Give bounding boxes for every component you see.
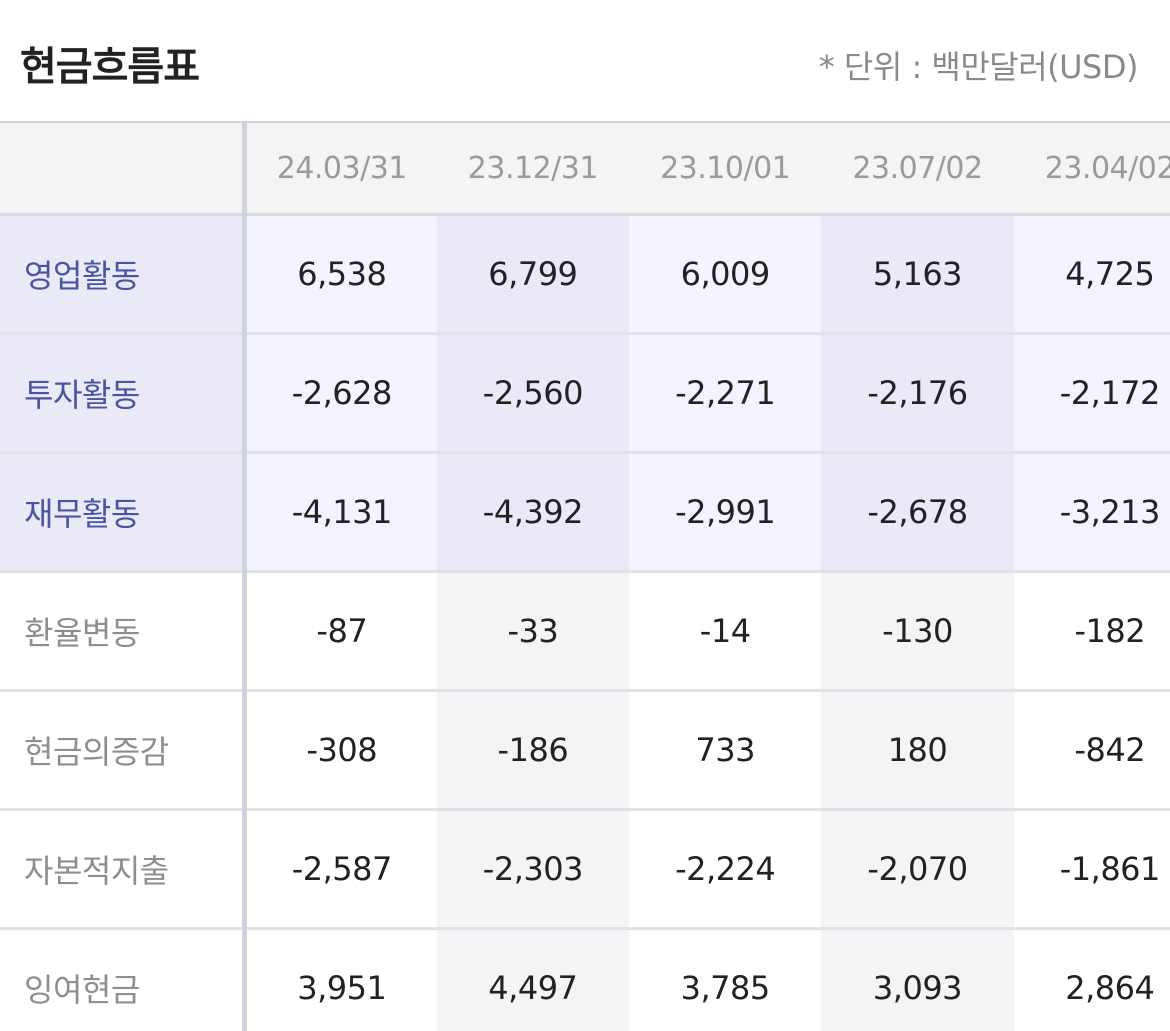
table-header-row: 24.03/31 23.12/31 23.10/01 23.07/02 23.0… [0, 123, 1170, 215]
table-row-investing: 투자활동 -2,628 -2,560 -2,271 -2,176 -2,172 [0, 334, 1170, 453]
table-cell: 3,093 [821, 929, 1013, 1031]
table-cell: -2,172 [1014, 334, 1170, 453]
table-cell: -4,131 [244, 453, 436, 572]
column-header: 23.12/31 [437, 123, 629, 215]
table-row-fx-change: 환율변동 -87 -33 -14 -130 -182 [0, 572, 1170, 691]
table-cell: 6,009 [629, 215, 821, 334]
table-cell: 3,785 [629, 929, 821, 1031]
unit-note: * 단위 : 백만달러(USD) [819, 42, 1138, 88]
table-cell: -1,861 [1014, 810, 1170, 929]
row-label: 현금의증감 [0, 691, 244, 810]
table-cell: -33 [437, 572, 629, 691]
row-label: 환율변동 [0, 572, 244, 691]
row-label: 자본적지출 [0, 810, 244, 929]
table-cell: -2,176 [821, 334, 1013, 453]
table-row-free-cash: 잉여현금 3,951 4,497 3,785 3,093 2,864 [0, 929, 1170, 1031]
table-cell: 4,497 [437, 929, 629, 1031]
table-cell: 733 [629, 691, 821, 810]
column-header: 23.10/01 [629, 123, 821, 215]
column-header: 23.04/02 [1014, 123, 1170, 215]
column-header: 23.07/02 [821, 123, 1013, 215]
table-cell: -14 [629, 572, 821, 691]
table-cell: 180 [821, 691, 1013, 810]
table-cell: -2,224 [629, 810, 821, 929]
table-cell: -842 [1014, 691, 1170, 810]
row-label: 잉여현금 [0, 929, 244, 1031]
table-row-financing: 재무활동 -4,131 -4,392 -2,991 -2,678 -3,213 [0, 453, 1170, 572]
header-corner-cell [0, 123, 244, 215]
row-label: 재무활동 [0, 453, 244, 572]
table-cell: -130 [821, 572, 1013, 691]
cashflow-table-container[interactable]: 24.03/31 23.12/31 23.10/01 23.07/02 23.0… [0, 121, 1170, 1031]
table-cell: -4,392 [437, 453, 629, 572]
table-cell: 6,538 [244, 215, 436, 334]
column-header: 24.03/31 [244, 123, 436, 215]
table-cell: -2,303 [437, 810, 629, 929]
row-label: 투자활동 [0, 334, 244, 453]
table-cell: 3,951 [244, 929, 436, 1031]
table-cell: -3,213 [1014, 453, 1170, 572]
table-row-operating: 영업활동 6,538 6,799 6,009 5,163 4,725 [0, 215, 1170, 334]
page-header: 현금흐름표 * 단위 : 백만달러(USD) [0, 0, 1170, 120]
table-cell: 5,163 [821, 215, 1013, 334]
cashflow-table: 24.03/31 23.12/31 23.10/01 23.07/02 23.0… [0, 123, 1170, 1031]
table-cell: 6,799 [437, 215, 629, 334]
table-cell: 2,864 [1014, 929, 1170, 1031]
table-cell: -2,991 [629, 453, 821, 572]
table-cell: -2,628 [244, 334, 436, 453]
table-cell: -2,271 [629, 334, 821, 453]
table-cell: -182 [1014, 572, 1170, 691]
table-cell: -2,587 [244, 810, 436, 929]
table-cell: -2,678 [821, 453, 1013, 572]
table-cell: -87 [244, 572, 436, 691]
table-cell: -308 [244, 691, 436, 810]
table-row-cash-change: 현금의증감 -308 -186 733 180 -842 [0, 691, 1170, 810]
table-row-capex: 자본적지출 -2,587 -2,303 -2,224 -2,070 -1,861 [0, 810, 1170, 929]
page-title: 현금흐름표 [20, 34, 199, 92]
table-cell: 4,725 [1014, 215, 1170, 334]
table-cell: -186 [437, 691, 629, 810]
row-label: 영업활동 [0, 215, 244, 334]
table-cell: -2,560 [437, 334, 629, 453]
table-cell: -2,070 [821, 810, 1013, 929]
